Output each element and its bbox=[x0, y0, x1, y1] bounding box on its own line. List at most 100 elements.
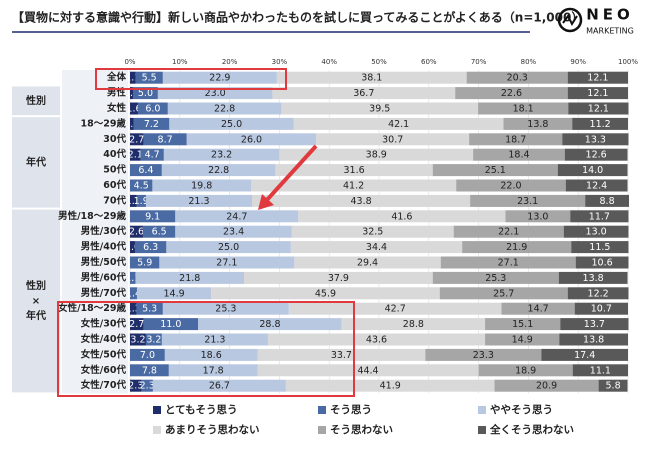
bar-segment bbox=[298, 210, 506, 223]
value-label: 0.7 bbox=[124, 119, 139, 130]
value-label: 22.8 bbox=[208, 165, 229, 176]
group-label: 性別 bbox=[25, 94, 46, 107]
x-tick-label: 10% bbox=[172, 58, 188, 66]
bar-segment bbox=[432, 271, 559, 284]
value-label: 13.3 bbox=[585, 134, 606, 145]
legend-swatch bbox=[318, 406, 326, 414]
value-label: 5.8 bbox=[606, 381, 621, 392]
logo: NEO MARKETING bbox=[557, 6, 634, 36]
value-label: 37.9 bbox=[328, 273, 349, 284]
value-label: 12.6 bbox=[586, 150, 607, 161]
row-label: 男性/18～29歳 bbox=[58, 210, 126, 222]
row-label: 女性/50代 bbox=[81, 348, 127, 360]
highlight-box bbox=[57, 301, 355, 397]
bar-segment bbox=[288, 302, 502, 315]
bar-segment bbox=[425, 348, 542, 361]
value-label: 39.5 bbox=[369, 104, 390, 115]
bar-segment bbox=[175, 210, 299, 223]
bar-segment bbox=[557, 164, 628, 177]
bar-segment bbox=[257, 348, 426, 361]
row-label: 60代 bbox=[103, 179, 126, 191]
legend-label: 全くそう思わない bbox=[489, 423, 574, 436]
value-label: 41.6 bbox=[391, 211, 412, 222]
bar-segment bbox=[186, 133, 317, 146]
value-label: 7.2 bbox=[144, 119, 159, 130]
value-label: 12.2 bbox=[588, 288, 609, 299]
bar-segment bbox=[470, 194, 586, 207]
bar-segment bbox=[252, 194, 471, 207]
bar-segment bbox=[175, 225, 292, 238]
value-label: 18.9 bbox=[515, 365, 536, 376]
group-label: 性別 bbox=[25, 279, 46, 292]
value-label: 42.7 bbox=[385, 304, 406, 315]
bar-segment bbox=[141, 379, 153, 392]
value-label: 10.7 bbox=[591, 304, 612, 315]
value-label: 1.1 bbox=[125, 273, 140, 284]
bar-segment bbox=[130, 117, 134, 130]
value-label: 20.3 bbox=[507, 73, 528, 84]
value-label: 3.2 bbox=[146, 335, 161, 346]
bar-segment bbox=[562, 133, 629, 146]
bar-segment bbox=[133, 117, 170, 130]
value-label: 11.5 bbox=[589, 242, 610, 253]
value-label: 6.4 bbox=[138, 165, 153, 176]
bar-segment bbox=[137, 102, 168, 115]
bar-segment bbox=[585, 194, 629, 207]
bar-segment bbox=[505, 210, 571, 223]
highlight-box bbox=[95, 68, 287, 90]
bar-segment bbox=[130, 287, 137, 300]
bar-segment bbox=[574, 302, 628, 315]
bar-segment bbox=[285, 379, 495, 392]
value-label: 20.9 bbox=[536, 381, 557, 392]
bar-segment bbox=[136, 287, 212, 300]
bar-segment bbox=[135, 271, 245, 284]
bar-segment bbox=[462, 241, 572, 254]
value-label: 1.4 bbox=[126, 288, 141, 299]
legend-swatch bbox=[478, 426, 486, 434]
bar-segment bbox=[145, 333, 162, 346]
legend-swatch bbox=[318, 426, 326, 434]
bar-segment bbox=[130, 87, 133, 100]
bar-segment bbox=[469, 133, 563, 146]
bar-segment bbox=[162, 302, 289, 315]
value-label: 38.9 bbox=[366, 150, 387, 161]
bar-segment bbox=[157, 87, 273, 100]
value-label: 41.2 bbox=[343, 181, 364, 192]
bar-segment bbox=[130, 271, 136, 284]
bar-segment bbox=[316, 133, 470, 146]
value-label: 22.6 bbox=[501, 88, 522, 99]
bar-segment bbox=[140, 148, 164, 161]
bar-segment bbox=[251, 179, 457, 192]
value-label: 12.1 bbox=[587, 88, 608, 99]
value-label: 5.3 bbox=[142, 304, 157, 315]
bar-segment bbox=[564, 148, 628, 161]
value-label: 24.7 bbox=[226, 211, 247, 222]
bar-segment bbox=[130, 241, 135, 254]
bar-segment bbox=[560, 318, 629, 331]
bar-segment bbox=[572, 364, 628, 377]
row-label: 女性/18～29歳 bbox=[58, 302, 126, 314]
row-label: 50代 bbox=[103, 164, 126, 176]
row-label: 男性/70代 bbox=[81, 287, 127, 299]
arrow-head bbox=[258, 194, 274, 210]
value-label: 13.0 bbox=[527, 211, 548, 222]
bar-segment bbox=[211, 287, 440, 300]
value-label: 2.3 bbox=[140, 381, 155, 392]
bar-segment bbox=[152, 179, 252, 192]
bar-segment bbox=[130, 302, 137, 315]
bar-segment bbox=[166, 241, 291, 254]
row-label: 18～29歳 bbox=[81, 117, 127, 129]
chart-title: 【買物に対する意識や行動】新しい商品やかわったものを試しに買ってみることがよくあ… bbox=[12, 10, 583, 25]
value-label: 6.5 bbox=[152, 227, 167, 238]
x-tick-label: 30% bbox=[272, 58, 288, 66]
value-label: 33.7 bbox=[331, 350, 352, 361]
value-label: 26.0 bbox=[241, 134, 262, 145]
bar-segment bbox=[272, 87, 456, 100]
bar-segment bbox=[130, 179, 153, 192]
bar-segment bbox=[169, 117, 294, 130]
x-tick-label: 80% bbox=[521, 58, 537, 66]
bar-segment bbox=[132, 87, 158, 100]
bar-segment bbox=[159, 256, 295, 269]
value-label: 36.7 bbox=[353, 88, 374, 99]
